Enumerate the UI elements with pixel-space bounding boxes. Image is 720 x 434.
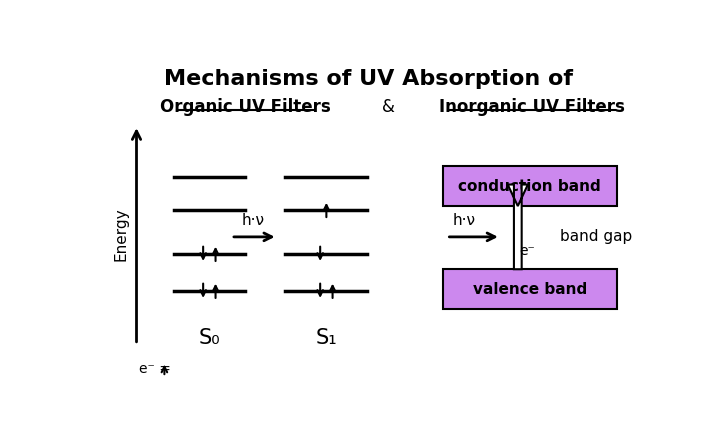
- Text: band gap: band gap: [560, 230, 632, 244]
- Text: Inorganic UV Filters: Inorganic UV Filters: [438, 98, 625, 116]
- Text: &: &: [382, 98, 395, 116]
- Text: e⁻: e⁻: [519, 244, 535, 258]
- Text: Energy: Energy: [114, 208, 128, 261]
- Text: h·ν: h·ν: [241, 213, 264, 228]
- Text: e⁻ =: e⁻ =: [139, 362, 171, 376]
- Text: Mechanisms of UV Absorption of: Mechanisms of UV Absorption of: [164, 69, 574, 89]
- Text: Organic UV Filters: Organic UV Filters: [160, 98, 330, 116]
- Text: h·ν: h·ν: [453, 213, 476, 228]
- Polygon shape: [508, 184, 528, 269]
- Bar: [443, 166, 617, 206]
- Text: valence band: valence band: [473, 282, 587, 297]
- Text: S₀: S₀: [199, 328, 220, 348]
- Text: conduction band: conduction band: [459, 178, 601, 194]
- Bar: [443, 269, 617, 309]
- Text: S₁: S₁: [315, 328, 337, 348]
